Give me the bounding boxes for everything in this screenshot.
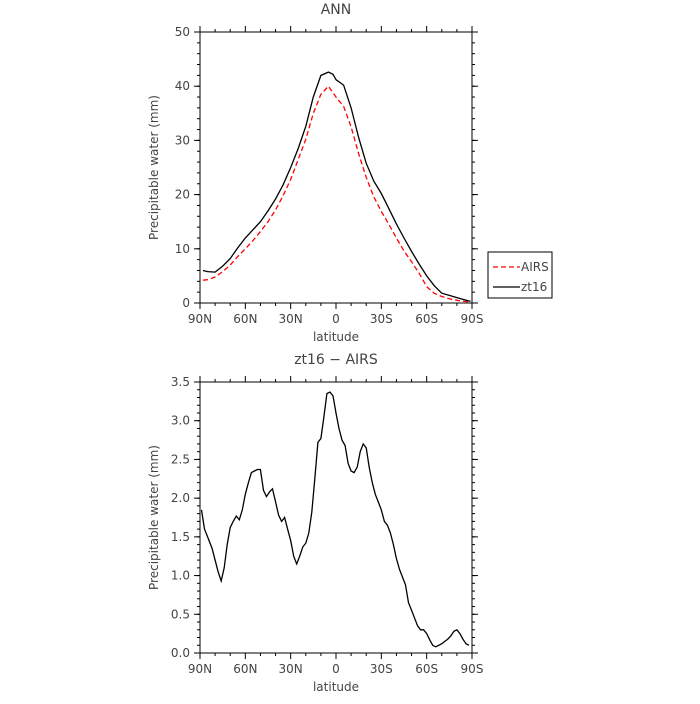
legend: AIRS zt16 (487, 251, 553, 299)
x-tick-label: 30N (279, 312, 303, 326)
x-tick-label: 90S (461, 662, 484, 676)
x-tick-label: 30S (370, 312, 393, 326)
top-chart-title: ANN (321, 2, 352, 18)
x-tick-label: 60S (415, 312, 438, 326)
y-tick-label: 2.5 (171, 452, 190, 466)
y-tick-label: 0.5 (171, 607, 190, 621)
x-tick-label: 90S (461, 312, 484, 326)
series-line-difference (200, 391, 470, 648)
y-tick-label: 30 (175, 133, 190, 147)
legend-label-zt16: zt16 (521, 280, 547, 294)
x-tick-label: 60N (233, 662, 257, 676)
bottom-y-axis-label: Precipitable water (mm) (147, 445, 161, 590)
y-tick-label: 3.5 (171, 375, 190, 389)
bottom-x-axis-label: latitude (313, 680, 359, 694)
x-tick-label: 0 (332, 662, 340, 676)
y-tick-label: 1.0 (171, 569, 190, 583)
x-tick-label: 0 (332, 312, 340, 326)
bottom-chart-title: zt16 − AIRS (294, 352, 378, 368)
plot-frame (199, 31, 473, 304)
legend-box (487, 251, 553, 299)
top-panel: ANN latitude Precipitable water (mm) 90N… (147, 2, 483, 344)
legend-label-airs: AIRS (521, 260, 549, 274)
top-x-axis-label: latitude (313, 330, 359, 344)
y-tick-label: 3.0 (171, 414, 190, 428)
y-tick-label: 1.5 (171, 530, 190, 544)
x-tick-label: 90N (188, 662, 212, 676)
plot-frame (199, 381, 473, 654)
y-tick-label: 10 (175, 242, 190, 256)
y-tick-label: 20 (175, 188, 190, 202)
x-tick-label: 60N (233, 312, 257, 326)
series-line-airs (202, 85, 471, 303)
y-tick-label: 40 (175, 79, 190, 93)
bottom-panel: zt16 − AIRS latitude Precipitable water … (147, 352, 483, 694)
x-tick-label: 60S (415, 662, 438, 676)
top-y-axis-label: Precipitable water (mm) (147, 95, 161, 240)
x-tick-label: 90N (188, 312, 212, 326)
x-tick-label: 30N (279, 662, 303, 676)
y-tick-label: 50 (175, 25, 190, 39)
y-tick-label: 0 (182, 296, 190, 310)
x-tick-label: 30S (370, 662, 393, 676)
series-line-zt16 (202, 71, 471, 303)
y-tick-label: 2.0 (171, 491, 190, 505)
y-tick-label: 0.0 (171, 646, 190, 660)
